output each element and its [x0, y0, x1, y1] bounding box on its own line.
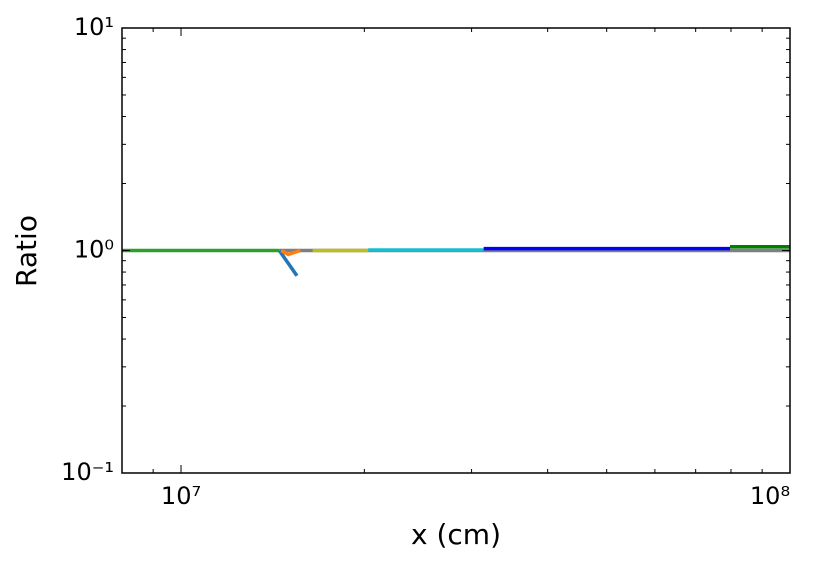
x-tick-label: 10⁷: [161, 482, 201, 510]
y-tick-label: 10¹: [74, 13, 114, 41]
y-axis-label: Ratio: [10, 215, 43, 287]
y-tick-label: 10⁻¹: [61, 458, 114, 486]
x-tick-label: 10⁸: [750, 482, 790, 510]
data-line: [280, 248, 301, 257]
y-tick-label: 10⁰: [74, 236, 114, 264]
data-line: [277, 249, 299, 277]
plot-frame: [121, 27, 791, 474]
x-axis-label: x (cm): [411, 518, 501, 551]
